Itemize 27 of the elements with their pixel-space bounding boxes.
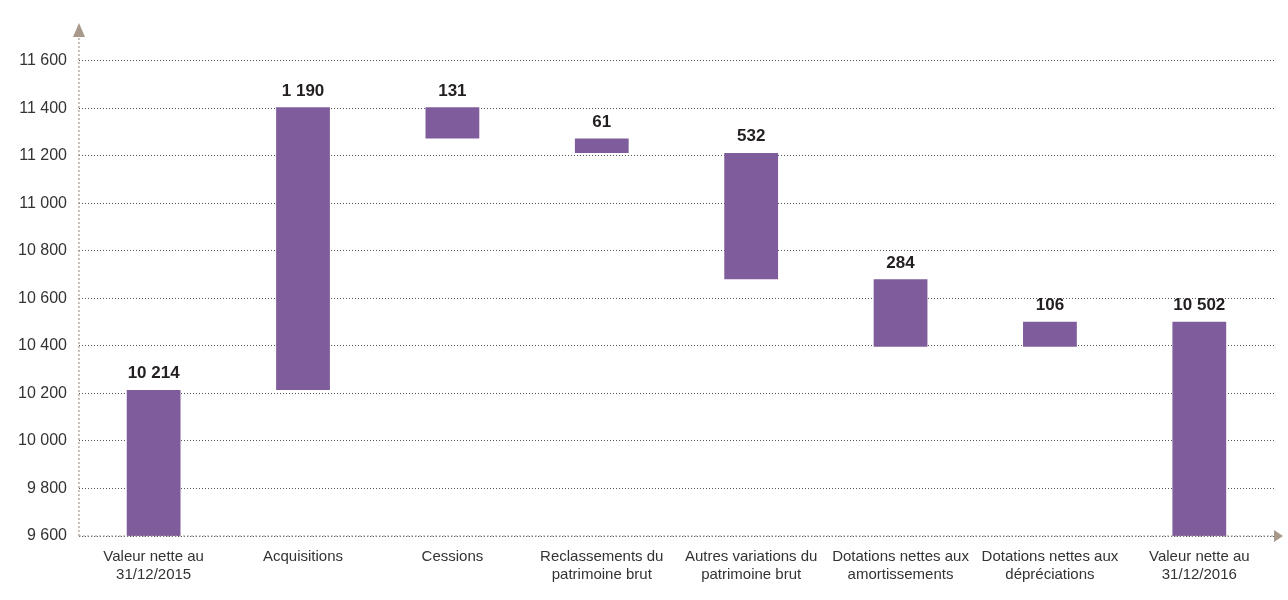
- data-label: 532: [736, 126, 766, 146]
- y-tick-label: 11 400: [19, 98, 68, 116]
- data-label: 10 502: [1173, 294, 1226, 314]
- x-tick-label: Valeur nette au 31/12/2016: [1148, 547, 1250, 583]
- x-tick-label: Valeur nette au 31/12/2015: [103, 547, 204, 583]
- x-tick-label: Acquisitions: [262, 547, 344, 565]
- data-label: 10 214: [127, 363, 181, 383]
- y-tick-label: 9 800: [26, 478, 68, 496]
- y-tick-label: 11 000: [19, 193, 68, 211]
- x-tick-label: Dotations nettes aux dépréciations: [981, 547, 1119, 583]
- y-tick-label: 10 200: [18, 383, 68, 401]
- x-tick-label: Dotations nettes aux amortissements: [832, 547, 970, 583]
- y-tick-label: 9 600: [26, 526, 68, 544]
- data-label: 1 190: [281, 80, 325, 100]
- data-label: 131: [438, 80, 467, 100]
- data-label: 61: [592, 111, 612, 131]
- y-tick-label: 10 000: [18, 431, 68, 449]
- y-tick-label: 11 200: [19, 146, 68, 164]
- data-label: 284: [886, 252, 916, 272]
- y-tick-label: 10 400: [18, 336, 68, 354]
- x-tick-label: Reclassements du patrimoine brut: [540, 547, 664, 583]
- y-tick-label: 10 600: [18, 288, 68, 306]
- data-label: 106: [1035, 294, 1065, 314]
- x-tick-label: Autres variations du patrimoine brut: [684, 547, 818, 583]
- x-tick-label: Cessions: [421, 547, 484, 565]
- y-tick-label: 10 800: [18, 241, 68, 259]
- y-tick-label: 11 600: [19, 51, 68, 69]
